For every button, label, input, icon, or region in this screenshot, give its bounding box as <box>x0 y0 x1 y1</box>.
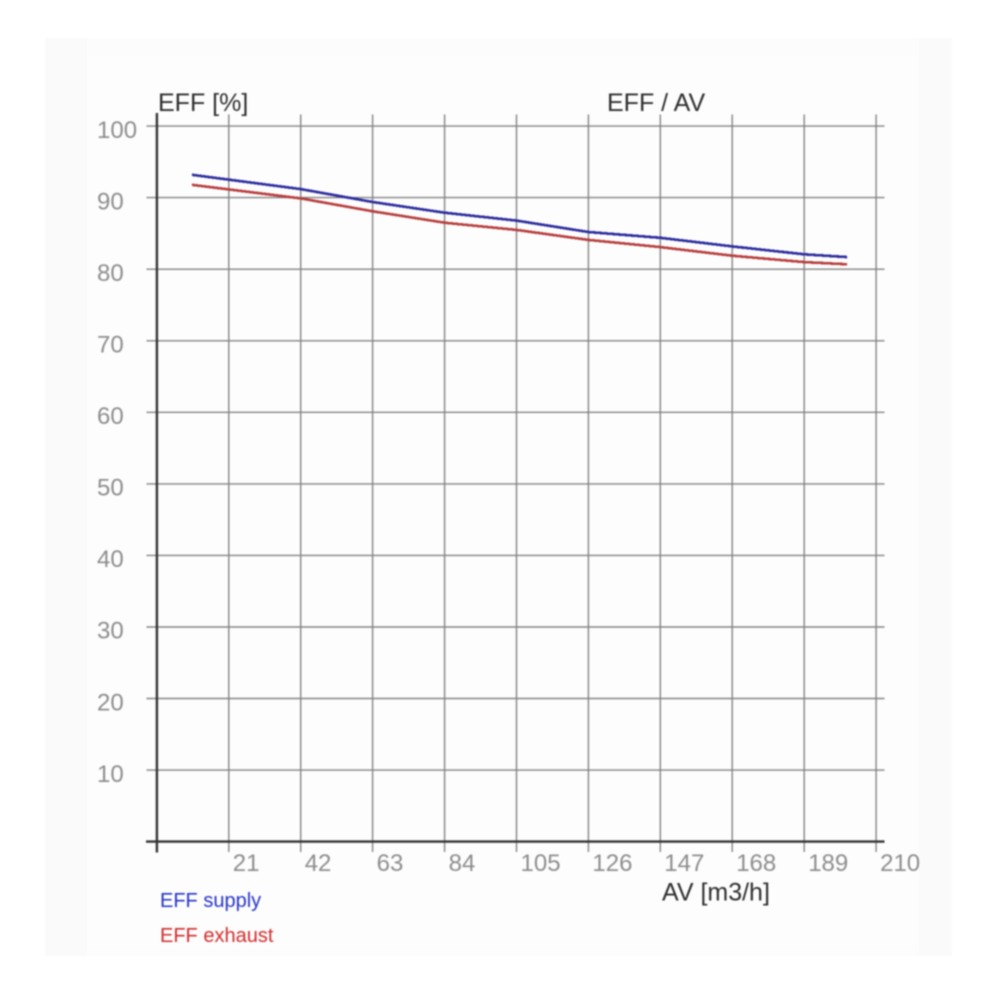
svg-text:EFF [%]: EFF [%] <box>158 89 248 117</box>
svg-text:80: 80 <box>97 260 124 287</box>
svg-text:30: 30 <box>97 618 124 645</box>
svg-text:EFF supply: EFF supply <box>160 890 261 912</box>
svg-text:63: 63 <box>377 850 404 877</box>
svg-text:100: 100 <box>97 117 137 144</box>
svg-text:42: 42 <box>305 850 332 877</box>
svg-text:189: 189 <box>808 850 848 877</box>
svg-text:126: 126 <box>592 850 632 877</box>
svg-text:20: 20 <box>97 689 124 716</box>
svg-text:210: 210 <box>880 850 920 877</box>
svg-text:147: 147 <box>664 850 704 877</box>
svg-text:105: 105 <box>521 850 561 877</box>
svg-text:90: 90 <box>97 188 124 215</box>
svg-text:AV [m3/h]: AV [m3/h] <box>662 879 770 907</box>
svg-text:21: 21 <box>233 850 260 877</box>
svg-text:168: 168 <box>736 850 776 877</box>
svg-text:40: 40 <box>97 546 124 573</box>
svg-text:60: 60 <box>97 403 124 430</box>
svg-text:70: 70 <box>97 332 124 359</box>
svg-text:10: 10 <box>97 761 124 788</box>
svg-text:50: 50 <box>97 475 124 502</box>
svg-text:EFF / AV: EFF / AV <box>607 89 705 117</box>
svg-text:84: 84 <box>449 850 476 877</box>
svg-text:EFF exhaust: EFF exhaust <box>160 925 274 947</box>
